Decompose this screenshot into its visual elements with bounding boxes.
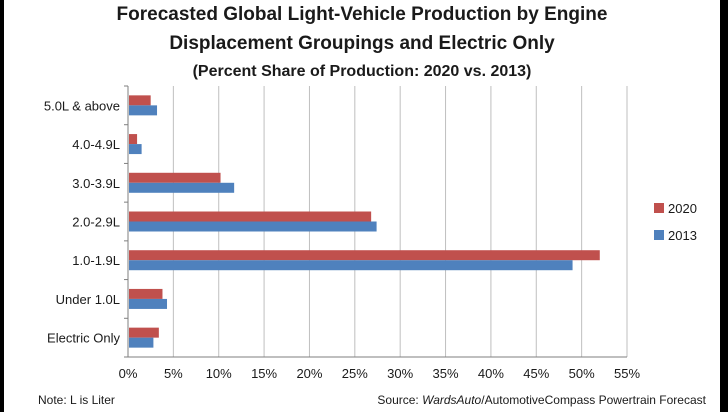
- y-category-label: 4.0-4.9L: [72, 137, 120, 152]
- bar-2013-5-0l-above: [129, 105, 158, 116]
- x-tick-label: 30%: [387, 366, 413, 381]
- legend-swatch-2013: [654, 230, 664, 240]
- bar-2020-2-0-2-9l: [129, 211, 372, 222]
- chart-title-line2: Displacement Groupings and Electric Only: [169, 33, 555, 54]
- x-tick-label: 20%: [296, 366, 322, 381]
- bar-2020-under-1-0l: [129, 288, 163, 299]
- footnote-source: Source: WardsAuto/AutomotiveCompass Powe…: [377, 393, 706, 407]
- x-tick-label: 45%: [523, 366, 549, 381]
- bar-2013-2-0-2-9l: [129, 221, 377, 232]
- bar-2013-3-0-3-9l: [129, 182, 235, 193]
- source-prefix: Source:: [377, 393, 423, 407]
- x-tick-label: 40%: [478, 366, 504, 381]
- source-publisher: WardsAuto: [422, 393, 482, 407]
- x-tick-label: 0%: [119, 366, 138, 381]
- bar-2020-4-0-4-9l: [129, 134, 138, 145]
- bar-chart: 0% 5% 10% 15% 20% 25% 30% 35% 40% 45% 50% 55% 5.0L &…: [44, 85, 697, 381]
- chart-title: Forecasted Global Light-Vehicle Producti…: [116, 4, 608, 25]
- x-tick-label: 15%: [251, 366, 277, 381]
- bar-2013-electric-only: [129, 337, 154, 348]
- source-rest: /AutomotiveCompass Powertrain Forecast: [481, 393, 706, 407]
- y-category-label: 1.0-1.9L: [72, 253, 120, 268]
- y-category-label: 5.0L & above: [44, 98, 120, 113]
- x-tick-label: 5%: [164, 366, 183, 381]
- y-category-label: Electric Only: [47, 331, 120, 346]
- x-tick-label: 25%: [342, 366, 368, 381]
- x-tick-label: 55%: [614, 366, 640, 381]
- bar-2013-under-1-0l: [129, 298, 168, 309]
- bar-2020-electric-only: [129, 327, 159, 338]
- bar-2013-4-0-4-9l: [129, 144, 142, 155]
- footnote-note: Note: L is Liter: [38, 393, 115, 407]
- legend-swatch-2020: [654, 203, 664, 213]
- x-tick-label: 35%: [433, 366, 459, 381]
- x-tick-label: 50%: [569, 366, 595, 381]
- x-tick-label: 10%: [206, 366, 232, 381]
- legend-label-2013: 2013: [668, 228, 697, 243]
- y-category-label: 3.0-3.9L: [72, 176, 120, 191]
- chart-panel: Forecasted Global Light-Vehicle Producti…: [4, 0, 720, 412]
- y-category-label: Under 1.0L: [56, 292, 120, 307]
- bar-2020-5-0l-above: [129, 95, 151, 106]
- chart-subtitle: (Percent Share of Production: 2020 vs. 2…: [192, 63, 532, 80]
- bar-2020-1-0-1-9l: [129, 250, 600, 261]
- y-category-label: 2.0-2.9L: [72, 215, 120, 230]
- bar-2013-1-0-1-9l: [129, 260, 573, 271]
- bar-2020-3-0-3-9l: [129, 172, 221, 183]
- legend-label-2020: 2020: [668, 201, 697, 216]
